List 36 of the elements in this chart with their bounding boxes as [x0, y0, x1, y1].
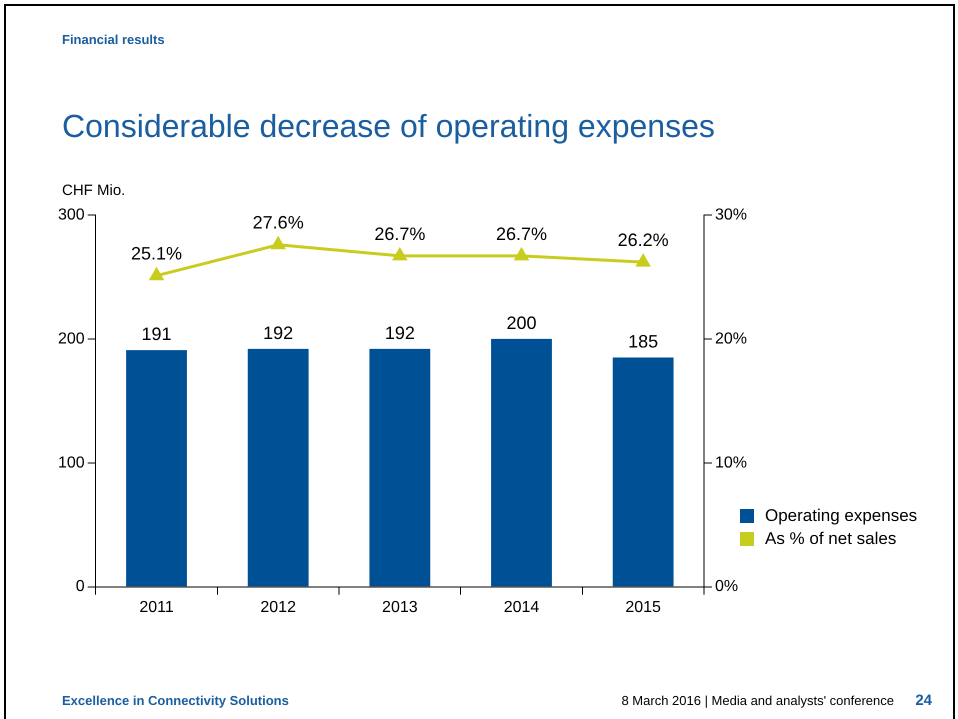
y-tick-label: 100 — [58, 454, 85, 472]
point — [271, 237, 285, 250]
data-label: 25.1% — [131, 244, 182, 264]
y2-tick-label: 30% — [714, 206, 748, 224]
y-tick-label: 200 — [58, 330, 85, 348]
legend-label: As % of net sales — [765, 528, 896, 550]
x-tick-label: 2014 — [504, 598, 540, 616]
chart-title: Considerable decrease of operating expenses — [62, 108, 715, 145]
data-label: 192 — [384, 322, 415, 343]
data-label: 26.7% — [374, 224, 426, 244]
data-label: 200 — [506, 312, 537, 333]
point — [150, 268, 164, 280]
y-axis-title: CHF Mio. — [62, 182, 126, 199]
data-label: 26.7% — [496, 224, 548, 244]
text: Financial results — [62, 32, 165, 47]
data-label: 185 — [628, 331, 658, 352]
text: 24 — [915, 692, 932, 709]
y-tick-label: 300 — [58, 206, 85, 224]
data-label: 27.6% — [252, 212, 304, 233]
text: Excellence in Connectivity Solutions — [62, 693, 289, 708]
y2-tick-label: 10% — [714, 454, 748, 472]
point — [636, 254, 650, 267]
data-label: 192 — [263, 322, 294, 343]
x-tick-label: 2015 — [625, 598, 662, 616]
y2-tick-label: 0% — [714, 578, 738, 596]
data-label: 26.2% — [618, 230, 669, 250]
x-tick-label: 2011 — [139, 598, 174, 616]
legend-label: Operating expenses — [765, 505, 918, 527]
point — [514, 248, 528, 260]
data-label: 191 — [142, 324, 172, 344]
point — [393, 248, 407, 260]
x-tick-label: 2012 — [260, 598, 296, 616]
text: 8 March 2016 | Media and analysts' conference — [621, 693, 894, 708]
x-tick-label: 2013 — [382, 598, 418, 616]
y-tick-label: 0 — [76, 578, 85, 596]
y2-tick-label: 20% — [714, 330, 748, 348]
